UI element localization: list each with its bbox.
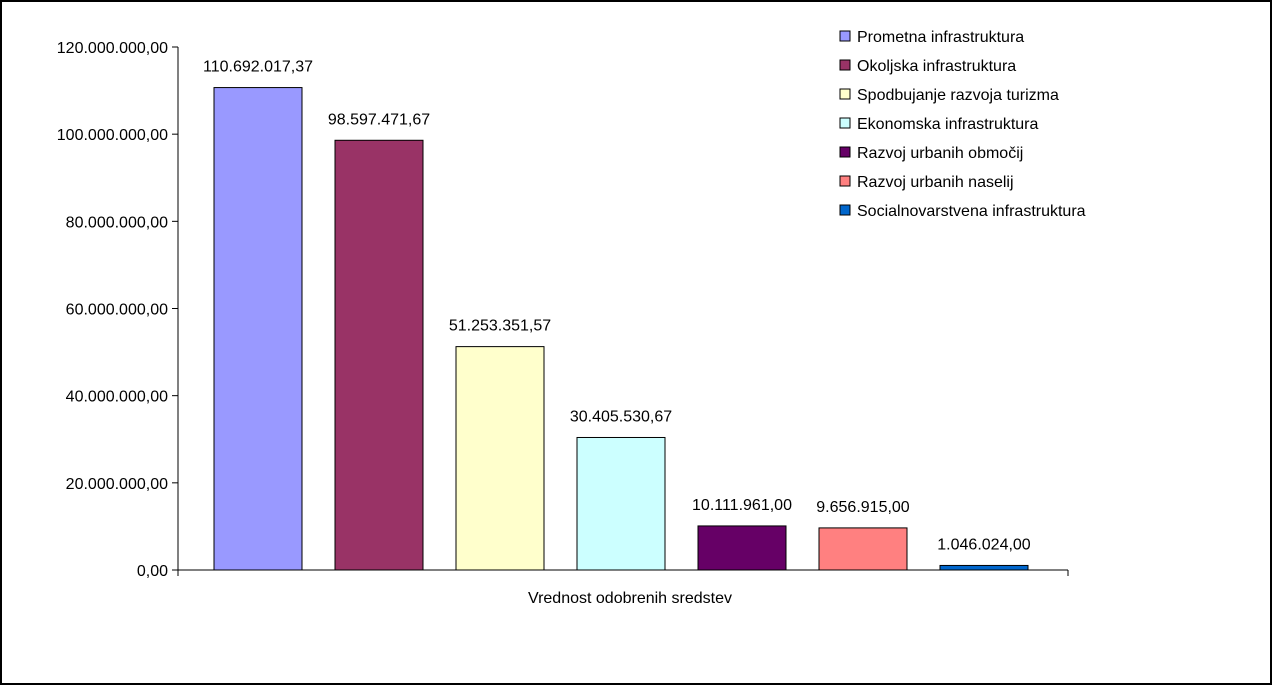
- bar-value-label: 9.656.915,00: [816, 499, 910, 516]
- bar: [697, 525, 787, 571]
- legend-swatch: [839, 30, 851, 42]
- y-tick-label: 0,00: [137, 563, 168, 580]
- legend-swatch: [839, 204, 851, 216]
- y-tick-label: 20.000.000,00: [66, 476, 168, 493]
- bar: [213, 87, 303, 571]
- legend-entry-label: Okoljska infrastruktura: [857, 58, 1016, 75]
- y-tick-label: 80.000.000,00: [66, 214, 168, 231]
- bar-value-label: 98.597.471,67: [328, 111, 430, 128]
- bars: [213, 87, 1029, 571]
- legend-entry-label: Ekonomska infrastruktura: [857, 116, 1039, 133]
- legend-swatch: [839, 59, 851, 71]
- legend-entry-label: Razvoj urbanih naselij: [857, 174, 1014, 191]
- legend-entry-label: Spodbujanje razvoja turizma: [857, 87, 1059, 104]
- y-tick-label: 100.000.000,00: [57, 127, 168, 144]
- legend-swatch: [839, 88, 851, 100]
- legend-swatch: [839, 175, 851, 187]
- y-axis: 0,00 20.000.000,00 40.000.000,00 60.000.000…: [57, 40, 179, 580]
- x-axis: [177, 569, 1069, 576]
- bar: [334, 139, 424, 571]
- legend-entry-label: Socialnovarstvena infrastruktura: [857, 203, 1086, 220]
- y-tick-label: 120.000.000,00: [57, 40, 168, 57]
- bar-value-label: 1.046.024,00: [937, 536, 1031, 553]
- bar-value-label: 30.405.530,67: [570, 408, 672, 425]
- bar-value-label: 110.692.017,37: [203, 59, 313, 76]
- bar: [818, 527, 908, 571]
- bar: [455, 346, 545, 571]
- legend-swatch: [839, 146, 851, 158]
- bar-labels: 110.692.017,37 98.597.471,67 51.253.351,57…: [203, 59, 1031, 554]
- y-tick-label: 60.000.000,00: [66, 302, 168, 319]
- legend-entry-label: Prometna infrastruktura: [857, 29, 1024, 46]
- y-tick-label: 40.000.000,00: [66, 389, 168, 406]
- legend: Prometna infrastruktura Okoljska infrastr…: [839, 29, 1086, 220]
- bar: [576, 436, 666, 571]
- legend-swatch: [839, 117, 851, 129]
- legend-entry-label: Razvoj urbanih območij: [857, 145, 1023, 162]
- bar-value-label: 10.111.961,00: [692, 497, 792, 514]
- bar: [939, 564, 1029, 571]
- bar-value-label: 51.253.351,57: [449, 318, 551, 335]
- x-axis-label: Vrednost odobrenih sredstev: [528, 590, 732, 607]
